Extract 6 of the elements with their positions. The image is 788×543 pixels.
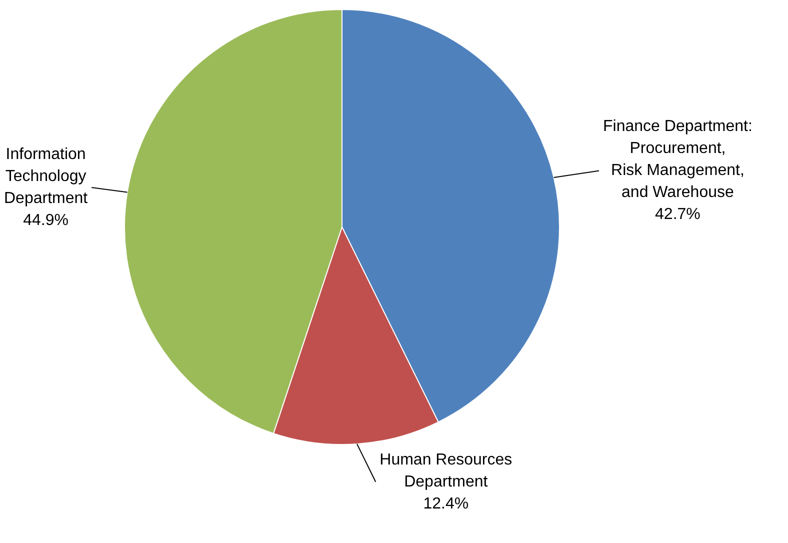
data-label: 44.9% <box>23 212 68 229</box>
data-label: 12.4% <box>423 495 469 512</box>
data-label: 42.7% <box>655 206 700 224</box>
slice-label: Finance Department: Procurement, Risk Management, and Warehouse <box>603 118 752 202</box>
slice-label: Human Resources Department <box>380 451 512 490</box>
slice-label: Information Technology Department <box>4 146 88 207</box>
